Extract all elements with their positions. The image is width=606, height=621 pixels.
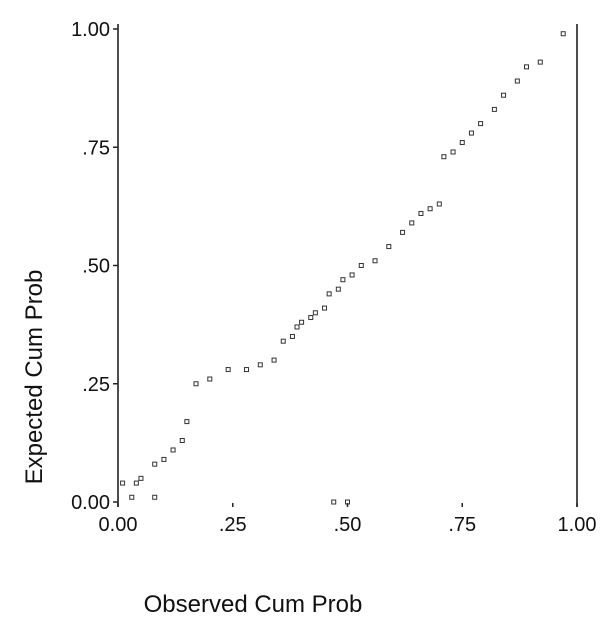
- data-point: [322, 305, 328, 311]
- data-point: [427, 206, 433, 212]
- data-point: [560, 31, 566, 37]
- data-point: [152, 494, 158, 500]
- data-point: [120, 480, 126, 486]
- data-point: [459, 140, 465, 146]
- data-point: [335, 286, 341, 292]
- plot-frame: [117, 24, 578, 507]
- x-tick-label: 1.00: [558, 514, 597, 536]
- data-point: [400, 229, 406, 235]
- y-axis-title: Expected Cum Prob: [21, 270, 48, 485]
- data-point: [257, 362, 263, 368]
- data-point: [170, 447, 176, 453]
- data-point: [152, 461, 158, 467]
- data-point: [372, 258, 378, 264]
- data-point: [441, 154, 447, 160]
- data-point: [308, 315, 314, 321]
- data-point: [129, 494, 135, 500]
- x-axis-title: Observed Cum Prob: [144, 591, 363, 618]
- x-tick-label: .50: [334, 514, 362, 536]
- y-tick-label: .75: [82, 137, 110, 159]
- data-point: [133, 480, 139, 486]
- data-point: [358, 263, 364, 268]
- data-point: [349, 272, 355, 278]
- data-point: [207, 376, 213, 382]
- data-point: [478, 121, 484, 127]
- data-point: [409, 220, 415, 226]
- x-axis-ticks: 0.00 .25 .50 .75 1.00: [99, 503, 597, 536]
- data-point: [225, 367, 231, 373]
- data-point: [340, 277, 346, 283]
- x-tick-label: .75: [448, 514, 476, 536]
- data-point: [280, 338, 286, 344]
- data-point: [345, 499, 350, 505]
- data-point: [184, 419, 190, 425]
- data-point: [244, 367, 250, 373]
- data-point: [418, 210, 424, 216]
- data-point: [491, 106, 497, 112]
- data-point: [138, 475, 144, 481]
- data-point: [271, 357, 277, 363]
- data-point: [326, 291, 332, 297]
- data-point: [294, 324, 300, 330]
- data-point: [289, 333, 295, 339]
- data-point: [161, 456, 167, 462]
- y-tick-label: 1.00: [71, 19, 110, 41]
- data-point: [501, 92, 507, 98]
- y-tick-label: .50: [82, 256, 110, 278]
- data-point: [436, 201, 442, 207]
- data-point: [312, 310, 318, 316]
- data-point: [386, 244, 392, 250]
- data-point: [299, 319, 305, 325]
- data-point: [193, 381, 199, 387]
- y-axis-ticks: 0.00 .25 .50 .75 1.00: [71, 19, 118, 514]
- data-point: [450, 149, 456, 155]
- x-tick-label: 0.00: [99, 514, 138, 536]
- y-tick-label: .25: [82, 374, 110, 396]
- data-point: [524, 64, 530, 70]
- data-point: [514, 78, 520, 84]
- x-tick-label: .25: [219, 514, 247, 536]
- data-points: [120, 31, 566, 505]
- y-tick-label: 0.00: [71, 492, 110, 514]
- data-point: [537, 59, 543, 65]
- data-point: [179, 438, 185, 444]
- data-point: [331, 499, 337, 505]
- data-point: [468, 130, 474, 136]
